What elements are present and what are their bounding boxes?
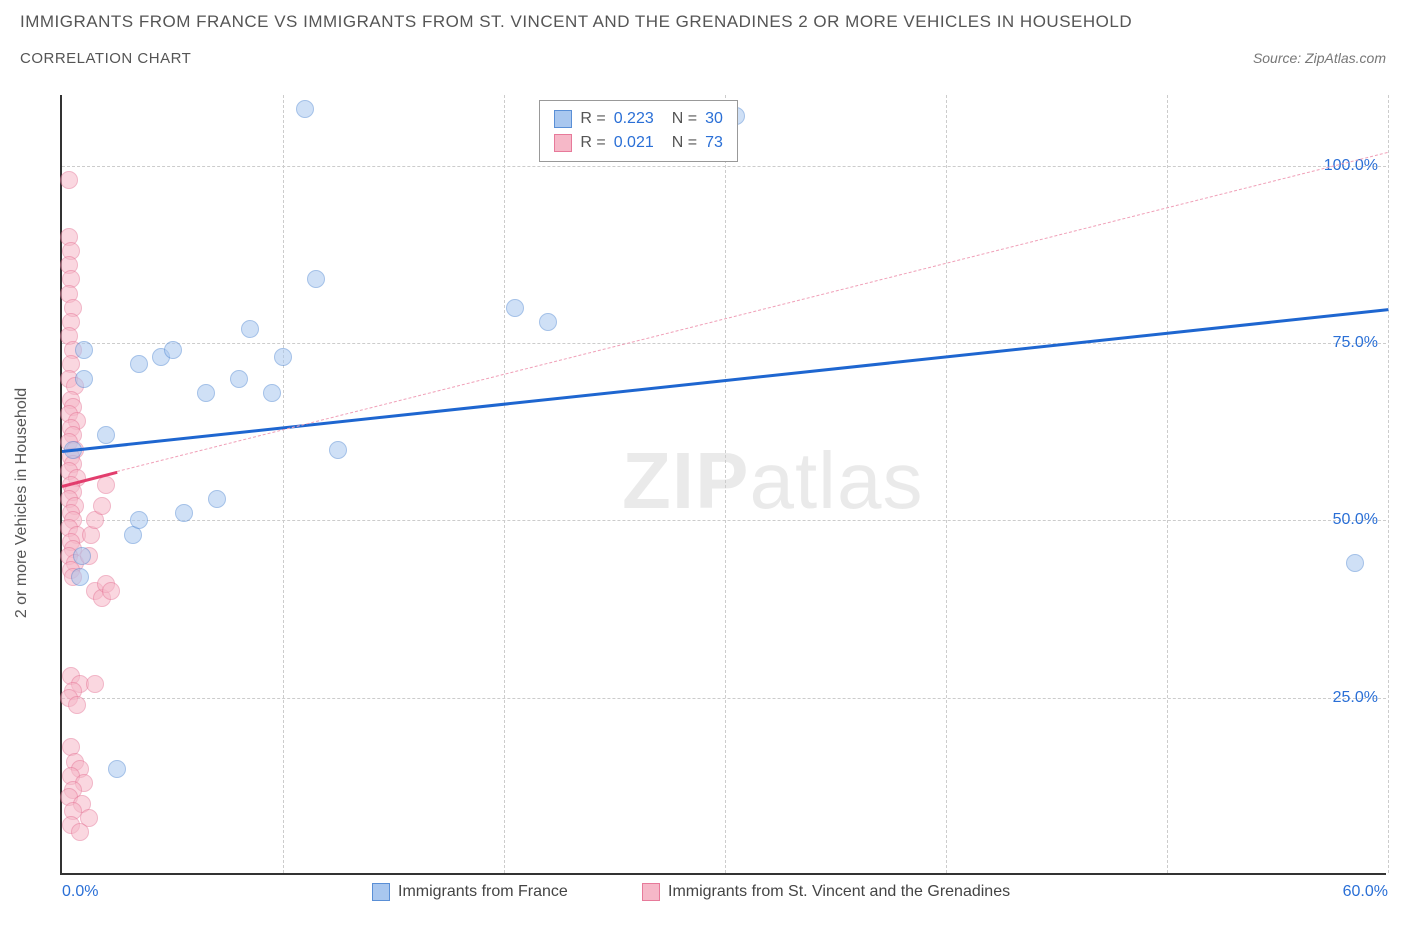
- scatter-point: [263, 384, 281, 402]
- scatter-point: [197, 384, 215, 402]
- legend-swatch: [372, 883, 390, 901]
- scatter-point: [274, 348, 292, 366]
- chart-subtitle: CORRELATION CHART: [20, 50, 191, 67]
- scatter-point: [296, 100, 314, 118]
- grid-line-v: [1167, 95, 1168, 873]
- scatter-point: [208, 490, 226, 508]
- scatter-point: [506, 299, 524, 317]
- grid-line-h: [62, 166, 1386, 167]
- scatter-point: [97, 426, 115, 444]
- watermark-light: atlas: [749, 436, 923, 525]
- stat-row: R = 0.223 N = 30: [554, 107, 723, 131]
- stat-row: R = 0.021 N = 73: [554, 131, 723, 155]
- scatter-point: [97, 476, 115, 494]
- scatter-point: [1346, 554, 1364, 572]
- scatter-point: [75, 370, 93, 388]
- y-axis-title: 2 or more Vehicles in Household: [13, 387, 31, 617]
- chart-title: IMMIGRANTS FROM FRANCE VS IMMIGRANTS FRO…: [20, 12, 1386, 32]
- x-tick-label: 60.0%: [1343, 883, 1388, 901]
- stat-n-label: N =: [672, 107, 697, 131]
- watermark-bold: ZIP: [622, 436, 749, 525]
- stat-n-label: N =: [672, 131, 697, 155]
- scatter-point: [164, 341, 182, 359]
- stat-r-label: R =: [580, 107, 605, 131]
- scatter-point: [175, 504, 193, 522]
- scatter-point: [539, 313, 557, 331]
- legend-label: Immigrants from St. Vincent and the Gren…: [668, 883, 1010, 901]
- scatter-point: [73, 547, 91, 565]
- x-tick-label: 0.0%: [62, 883, 98, 901]
- correlation-stat-box: R = 0.223 N = 30 R = 0.021 N = 73: [539, 100, 738, 162]
- scatter-point: [307, 270, 325, 288]
- legend-item: Immigrants from France: [372, 883, 568, 901]
- plot-area: ZIPatlas 25.0%50.0%75.0%100.0%0.0%60.0%R…: [60, 95, 1386, 875]
- grid-line-v: [725, 95, 726, 873]
- legend-swatch: [642, 883, 660, 901]
- chart-container: 2 or more Vehicles in Household ZIPatlas…: [20, 95, 1386, 910]
- scatter-point: [60, 171, 78, 189]
- grid-line-v: [504, 95, 505, 873]
- scatter-point: [93, 497, 111, 515]
- legend-swatch: [554, 110, 572, 128]
- scatter-point: [71, 823, 89, 841]
- chart-source: Source: ZipAtlas.com: [1253, 50, 1386, 66]
- chart-header: IMMIGRANTS FROM FRANCE VS IMMIGRANTS FRO…: [0, 0, 1406, 67]
- scatter-point: [130, 355, 148, 373]
- grid-line-h: [62, 343, 1386, 344]
- scatter-point: [86, 675, 104, 693]
- subtitle-row: CORRELATION CHART Source: ZipAtlas.com: [20, 50, 1386, 67]
- stat-r-label: R =: [580, 131, 605, 155]
- stat-r-value: 0.021: [614, 131, 654, 155]
- grid-line-v: [946, 95, 947, 873]
- legend-swatch: [554, 134, 572, 152]
- grid-line-h: [62, 520, 1386, 521]
- grid-line-h: [62, 698, 1386, 699]
- stat-r-value: 0.223: [614, 107, 654, 131]
- legend-item: Immigrants from St. Vincent and the Gren…: [642, 883, 1010, 901]
- y-tick-label: 50.0%: [1333, 511, 1378, 529]
- grid-line-v: [1388, 95, 1389, 873]
- legend-label: Immigrants from France: [398, 883, 568, 901]
- stat-n-value: 73: [705, 131, 723, 155]
- scatter-point: [68, 696, 86, 714]
- stat-n-value: 30: [705, 107, 723, 131]
- y-tick-label: 25.0%: [1333, 689, 1378, 707]
- scatter-point: [130, 511, 148, 529]
- scatter-point: [329, 441, 347, 459]
- watermark: ZIPatlas: [622, 435, 923, 527]
- scatter-point: [71, 568, 89, 586]
- y-tick-label: 75.0%: [1333, 334, 1378, 352]
- scatter-point: [108, 760, 126, 778]
- grid-line-v: [283, 95, 284, 873]
- scatter-point: [75, 341, 93, 359]
- trend-line-svg-dashed: [117, 152, 1388, 472]
- scatter-point: [230, 370, 248, 388]
- scatter-point: [241, 320, 259, 338]
- scatter-point: [102, 582, 120, 600]
